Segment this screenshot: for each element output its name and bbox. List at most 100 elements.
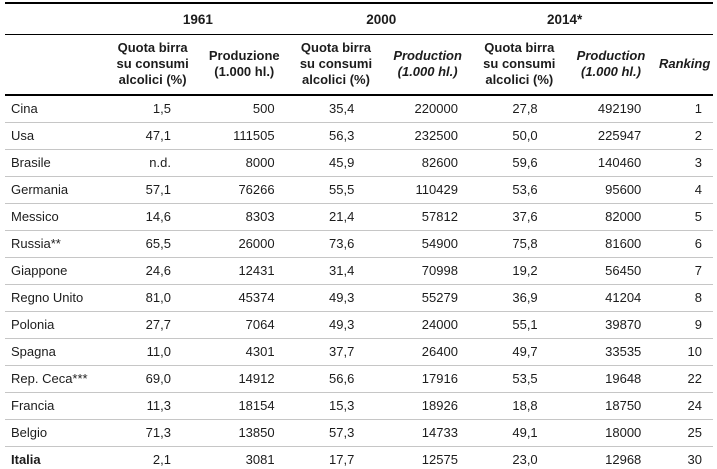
country-cell: Belgio (5, 419, 107, 447)
value-cell: 24 (656, 392, 713, 420)
value-cell: 56,3 (289, 122, 383, 150)
value-cell: 27,8 (472, 94, 566, 123)
value-cell: 41204 (565, 284, 657, 312)
country-cell: Francia (5, 392, 107, 420)
value-cell: 47,1 (106, 122, 199, 150)
value-cell: 232500 (382, 122, 473, 150)
year-group-blank-cell (656, 3, 713, 35)
value-cell: 30 (656, 446, 713, 469)
table-row: Belgio 71,3 13850 57,3 14733 49,1 18000 25 (5, 419, 713, 447)
value-cell: 49,7 (472, 338, 566, 366)
value-cell: 3 (656, 149, 713, 177)
value-cell: n.d. (106, 149, 199, 177)
value-cell: 14733 (382, 419, 473, 447)
value-cell: 55,5 (289, 176, 383, 204)
value-cell: 18154 (198, 392, 290, 420)
column-header-production-2014: Production (1.000 hl.) (565, 34, 657, 96)
value-cell: 8303 (198, 203, 290, 231)
country-cell: Cina (5, 94, 107, 123)
column-header-quota-2014: Quota birra su consumi alcolici (%) (472, 34, 566, 96)
table-row: Regno Unito 81,0 45374 49,3 55279 36,9 41204 8 (5, 284, 713, 312)
value-cell: 8000 (198, 149, 290, 177)
value-cell: 56450 (565, 257, 657, 285)
value-cell: 33535 (565, 338, 657, 366)
table-row: Brasile n.d. 8000 45,9 82600 59,6 140460 3 (5, 149, 713, 177)
value-cell: 82000 (565, 203, 657, 231)
country-cell: Usa (5, 122, 107, 150)
table-row: Francia 11,3 18154 15,3 18926 18,8 18750 24 (5, 392, 713, 420)
value-cell: 11,0 (106, 338, 199, 366)
value-cell: 1 (656, 94, 713, 123)
value-cell: 9 (656, 311, 713, 339)
value-cell: 37,7 (289, 338, 383, 366)
table-row: Messico 14,6 8303 21,4 57812 37,6 82000 5 (5, 203, 713, 231)
value-cell: 35,4 (289, 94, 383, 123)
value-cell: 3081 (198, 446, 290, 469)
value-cell: 25 (656, 419, 713, 447)
value-cell: 45374 (198, 284, 290, 312)
table-row: Rep. Ceca*** 69,0 14912 56,6 17916 53,5 19648 2… (5, 365, 713, 393)
beer-consumption-production-table: 1961 2000 2014* Quota birra su consumi a… (5, 2, 713, 469)
value-cell: 17,7 (289, 446, 383, 469)
value-cell: 110429 (382, 176, 473, 204)
value-cell: 49,3 (289, 311, 383, 339)
value-cell: 11,3 (106, 392, 199, 420)
country-cell: Polonia (5, 311, 107, 339)
value-cell: 57,1 (106, 176, 199, 204)
value-cell: 57812 (382, 203, 473, 231)
table-row: Cina 1,5 500 35,4 220000 27,8 492190 1 (5, 94, 713, 123)
column-header-row: Quota birra su consumi alcolici (%) Prod… (5, 34, 713, 96)
value-cell: 55279 (382, 284, 473, 312)
value-cell: 36,9 (472, 284, 566, 312)
value-cell: 4301 (198, 338, 290, 366)
value-cell: 12968 (565, 446, 657, 469)
value-cell: 54900 (382, 230, 473, 258)
value-cell: 17916 (382, 365, 473, 393)
value-cell: 8 (656, 284, 713, 312)
value-cell: 70998 (382, 257, 473, 285)
year-group-row: 1961 2000 2014* (5, 3, 713, 35)
value-cell: 26400 (382, 338, 473, 366)
value-cell: 5 (656, 203, 713, 231)
value-cell: 53,6 (472, 176, 566, 204)
value-cell: 6 (656, 230, 713, 258)
column-header-quota-1961: Quota birra su consumi alcolici (%) (106, 34, 199, 96)
value-cell: 82600 (382, 149, 473, 177)
value-cell: 49,1 (472, 419, 566, 447)
value-cell: 500 (198, 94, 290, 123)
value-cell: 81600 (565, 230, 657, 258)
country-cell: Germania (5, 176, 107, 204)
value-cell: 49,3 (289, 284, 383, 312)
value-cell: 39870 (565, 311, 657, 339)
value-cell: 13850 (198, 419, 290, 447)
value-cell: 23,0 (472, 446, 566, 469)
table-row: Russia** 65,5 26000 73,6 54900 75,8 81600 6 (5, 230, 713, 258)
table-row: Usa 47,1 111505 56,3 232500 50,0 225947 2 (5, 122, 713, 150)
value-cell: 31,4 (289, 257, 383, 285)
value-cell: 19648 (565, 365, 657, 393)
value-cell: 27,7 (106, 311, 199, 339)
value-cell: 2,1 (106, 446, 199, 469)
value-cell: 12431 (198, 257, 290, 285)
table-row: Giappone 24,6 12431 31,4 70998 19,2 56450 7 (5, 257, 713, 285)
value-cell: 2 (656, 122, 713, 150)
value-cell: 26000 (198, 230, 290, 258)
value-cell: 24000 (382, 311, 473, 339)
country-cell: Regno Unito (5, 284, 107, 312)
value-cell: 59,6 (472, 149, 566, 177)
value-cell: 81,0 (106, 284, 199, 312)
value-cell: 19,2 (472, 257, 566, 285)
value-cell: 140460 (565, 149, 657, 177)
value-cell: 225947 (565, 122, 657, 150)
value-cell: 24,6 (106, 257, 199, 285)
table-row: Germania 57,1 76266 55,5 110429 53,6 95600 4 (5, 176, 713, 204)
value-cell: 71,3 (106, 419, 199, 447)
value-cell: 57,3 (289, 419, 383, 447)
country-cell: Spagna (5, 338, 107, 366)
year-group-1961: 1961 (106, 3, 290, 35)
corner-blank-cell (5, 3, 107, 35)
country-column-header (5, 34, 107, 96)
table-row: Polonia 27,7 7064 49,3 24000 55,1 39870 9 (5, 311, 713, 339)
value-cell: 7064 (198, 311, 290, 339)
